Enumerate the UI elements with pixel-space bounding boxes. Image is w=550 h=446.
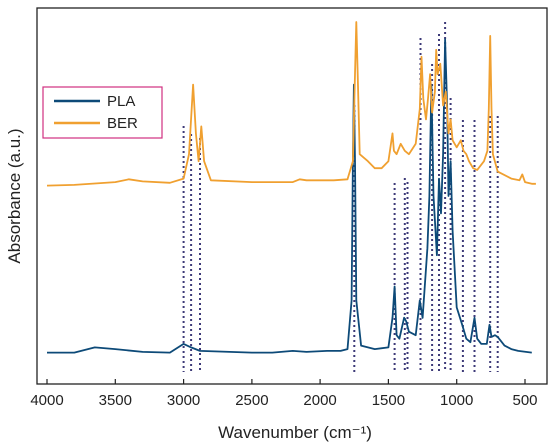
y-axis-title: Absorbance (a.u.) bbox=[5, 128, 24, 263]
series-line-pla bbox=[47, 38, 532, 354]
x-tick-label: 500 bbox=[512, 392, 537, 409]
legend-box bbox=[42, 86, 163, 139]
legend-label-pla: PLA bbox=[107, 93, 135, 110]
x-tick-label: 3000 bbox=[167, 392, 200, 409]
legend: PLA BER bbox=[42, 86, 163, 139]
plot-frame bbox=[36, 7, 548, 385]
x-tick-label: 4000 bbox=[30, 392, 63, 409]
x-tick-label: 1000 bbox=[440, 392, 473, 409]
x-axis: 4000 3500 3000 2500 2000 1500 1000 500 bbox=[30, 379, 538, 409]
x-tick-label: 1500 bbox=[372, 392, 405, 409]
legend-label-ber: BER bbox=[107, 115, 138, 132]
x-tick-label: 3500 bbox=[99, 392, 132, 409]
series-layer bbox=[46, 21, 536, 354]
series-line-ber bbox=[46, 21, 536, 187]
x-axis-title: Wavenumber (cm⁻¹) bbox=[218, 423, 372, 442]
x-tick-label: 2000 bbox=[303, 392, 336, 409]
x-tick-label: 2500 bbox=[235, 392, 268, 409]
